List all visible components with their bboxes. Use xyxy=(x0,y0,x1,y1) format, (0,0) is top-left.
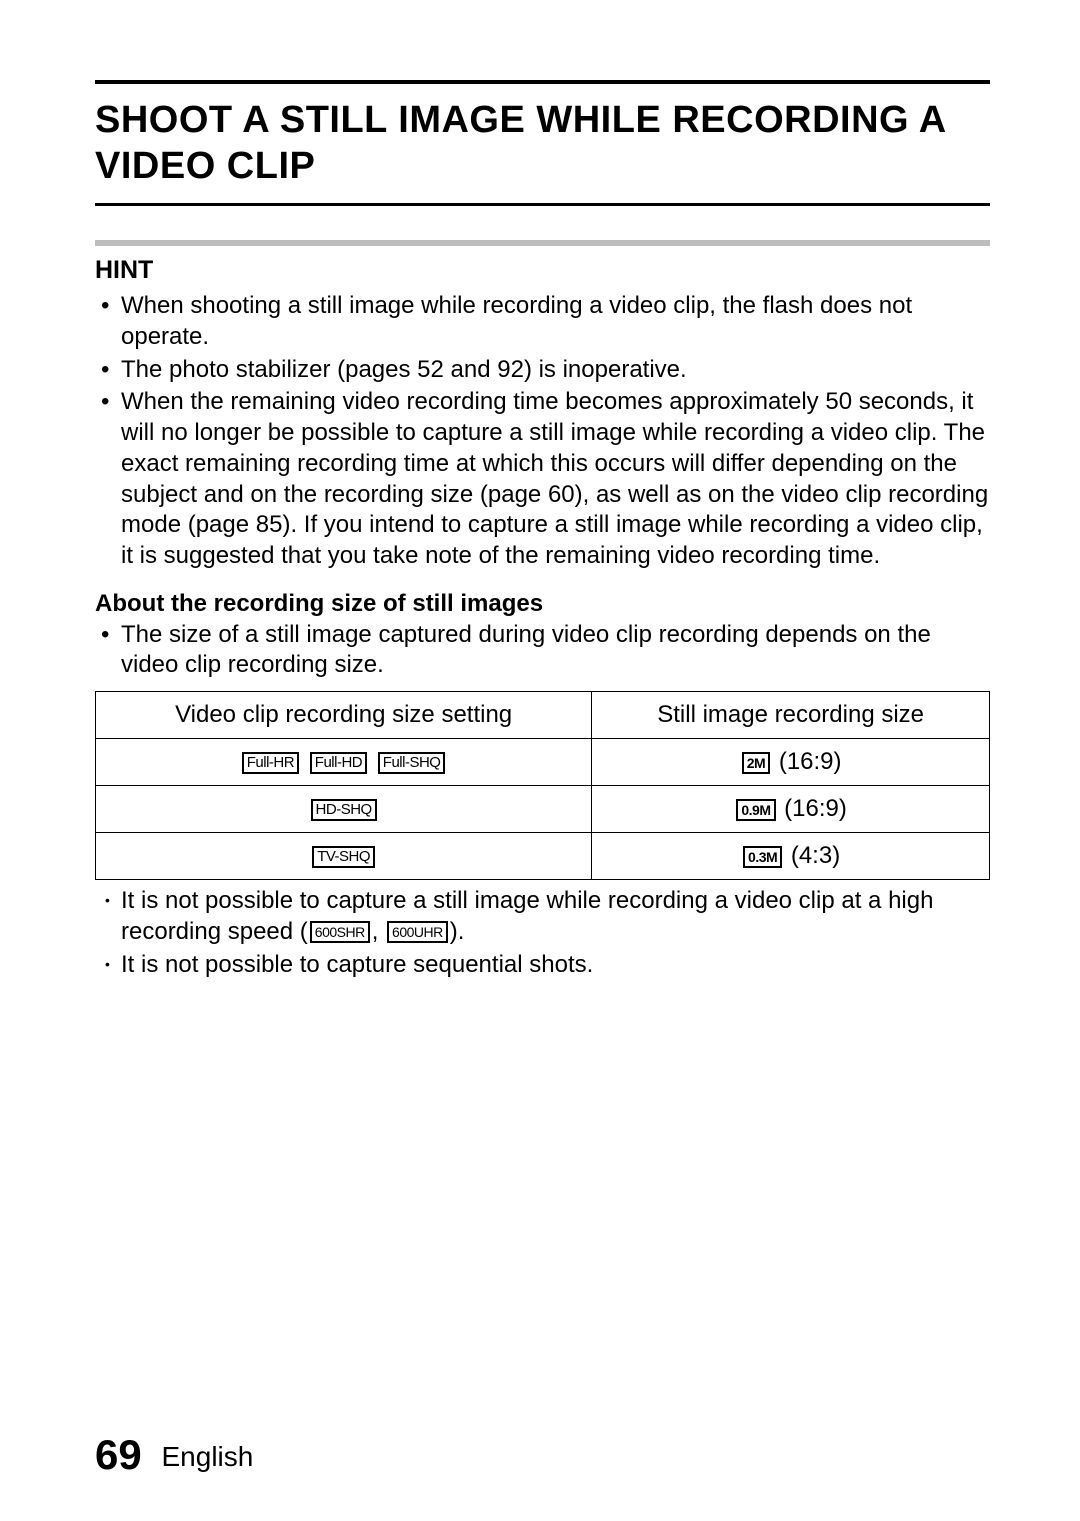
aspect-label: (16:9) xyxy=(784,795,847,822)
hint-heading: HINT xyxy=(95,256,990,285)
hint-item: The photo stabilizer (pages 52 and 92) i… xyxy=(95,355,990,386)
recording-size-heading: About the recording size of still images xyxy=(95,590,990,618)
table-row: Full-HR Full-HD Full-SHQ 2M (16:9) xyxy=(96,739,990,786)
note-list: It is not possible to capture a still im… xyxy=(95,886,990,980)
hint-separator xyxy=(95,240,990,246)
still-size-cell: 0.9M (16:9) xyxy=(592,786,990,833)
mode-icon: TV-SHQ xyxy=(312,846,375,868)
size-icon-label: 0.9M xyxy=(741,802,770,818)
top-rule xyxy=(95,80,990,84)
size-icon: 0.9M xyxy=(736,799,775,821)
hint-item: When the remaining video recording time … xyxy=(95,387,990,571)
video-setting-cell: TV-SHQ xyxy=(96,833,592,880)
recording-size-lead: The size of a still image captured durin… xyxy=(95,620,990,681)
recording-size-table: Video clip recording size setting Still … xyxy=(95,691,990,880)
mode-icon: Full-HR xyxy=(242,752,299,774)
page: SHOOT A STILL IMAGE WHILE RECORDING A VI… xyxy=(0,0,1080,1521)
table-row: HD-SHQ 0.9M (16:9) xyxy=(96,786,990,833)
title-underline xyxy=(95,203,990,206)
mode-icon: Full-SHQ xyxy=(378,752,446,774)
note-text-post: ). xyxy=(450,918,465,945)
video-setting-cell: HD-SHQ xyxy=(96,786,592,833)
size-icon: 0.3M xyxy=(743,846,782,868)
page-language: English xyxy=(162,1441,254,1472)
table-header-video: Video clip recording size setting xyxy=(96,692,592,739)
mode-icon: 600SHR xyxy=(310,921,370,943)
size-icon-label: 0.3M xyxy=(748,849,777,865)
aspect-label: (16:9) xyxy=(779,748,842,775)
page-footer: 69 English xyxy=(95,1431,253,1479)
note-item: It is not possible to capture a still im… xyxy=(95,886,990,947)
page-title: SHOOT A STILL IMAGE WHILE RECORDING A VI… xyxy=(95,98,990,189)
note-text-pre: It is not possible to capture a still im… xyxy=(121,887,933,945)
video-setting-cell: Full-HR Full-HD Full-SHQ xyxy=(96,739,592,786)
table-header-still: Still image recording size xyxy=(592,692,990,739)
table-row: TV-SHQ 0.3M (4:3) xyxy=(96,833,990,880)
size-icon: 2M xyxy=(742,752,770,774)
still-size-cell: 0.3M (4:3) xyxy=(592,833,990,880)
size-icon-label: 2M xyxy=(747,755,765,771)
still-size-cell: 2M (16:9) xyxy=(592,739,990,786)
mode-icon: 600UHR xyxy=(387,921,448,943)
note-item: It is not possible to capture sequential… xyxy=(95,950,990,981)
table-header-row: Video clip recording size setting Still … xyxy=(96,692,990,739)
page-number: 69 xyxy=(95,1431,142,1478)
note-icons: 600SHR, 600UHR xyxy=(308,918,450,945)
aspect-label: (4:3) xyxy=(791,842,840,869)
recording-size-lead-list: The size of a still image captured durin… xyxy=(95,620,990,681)
mode-icon: Full-HD xyxy=(310,752,367,774)
mode-icon: HD-SHQ xyxy=(311,799,377,821)
hint-item: When shooting a still image while record… xyxy=(95,291,990,352)
hint-list: When shooting a still image while record… xyxy=(95,291,990,571)
